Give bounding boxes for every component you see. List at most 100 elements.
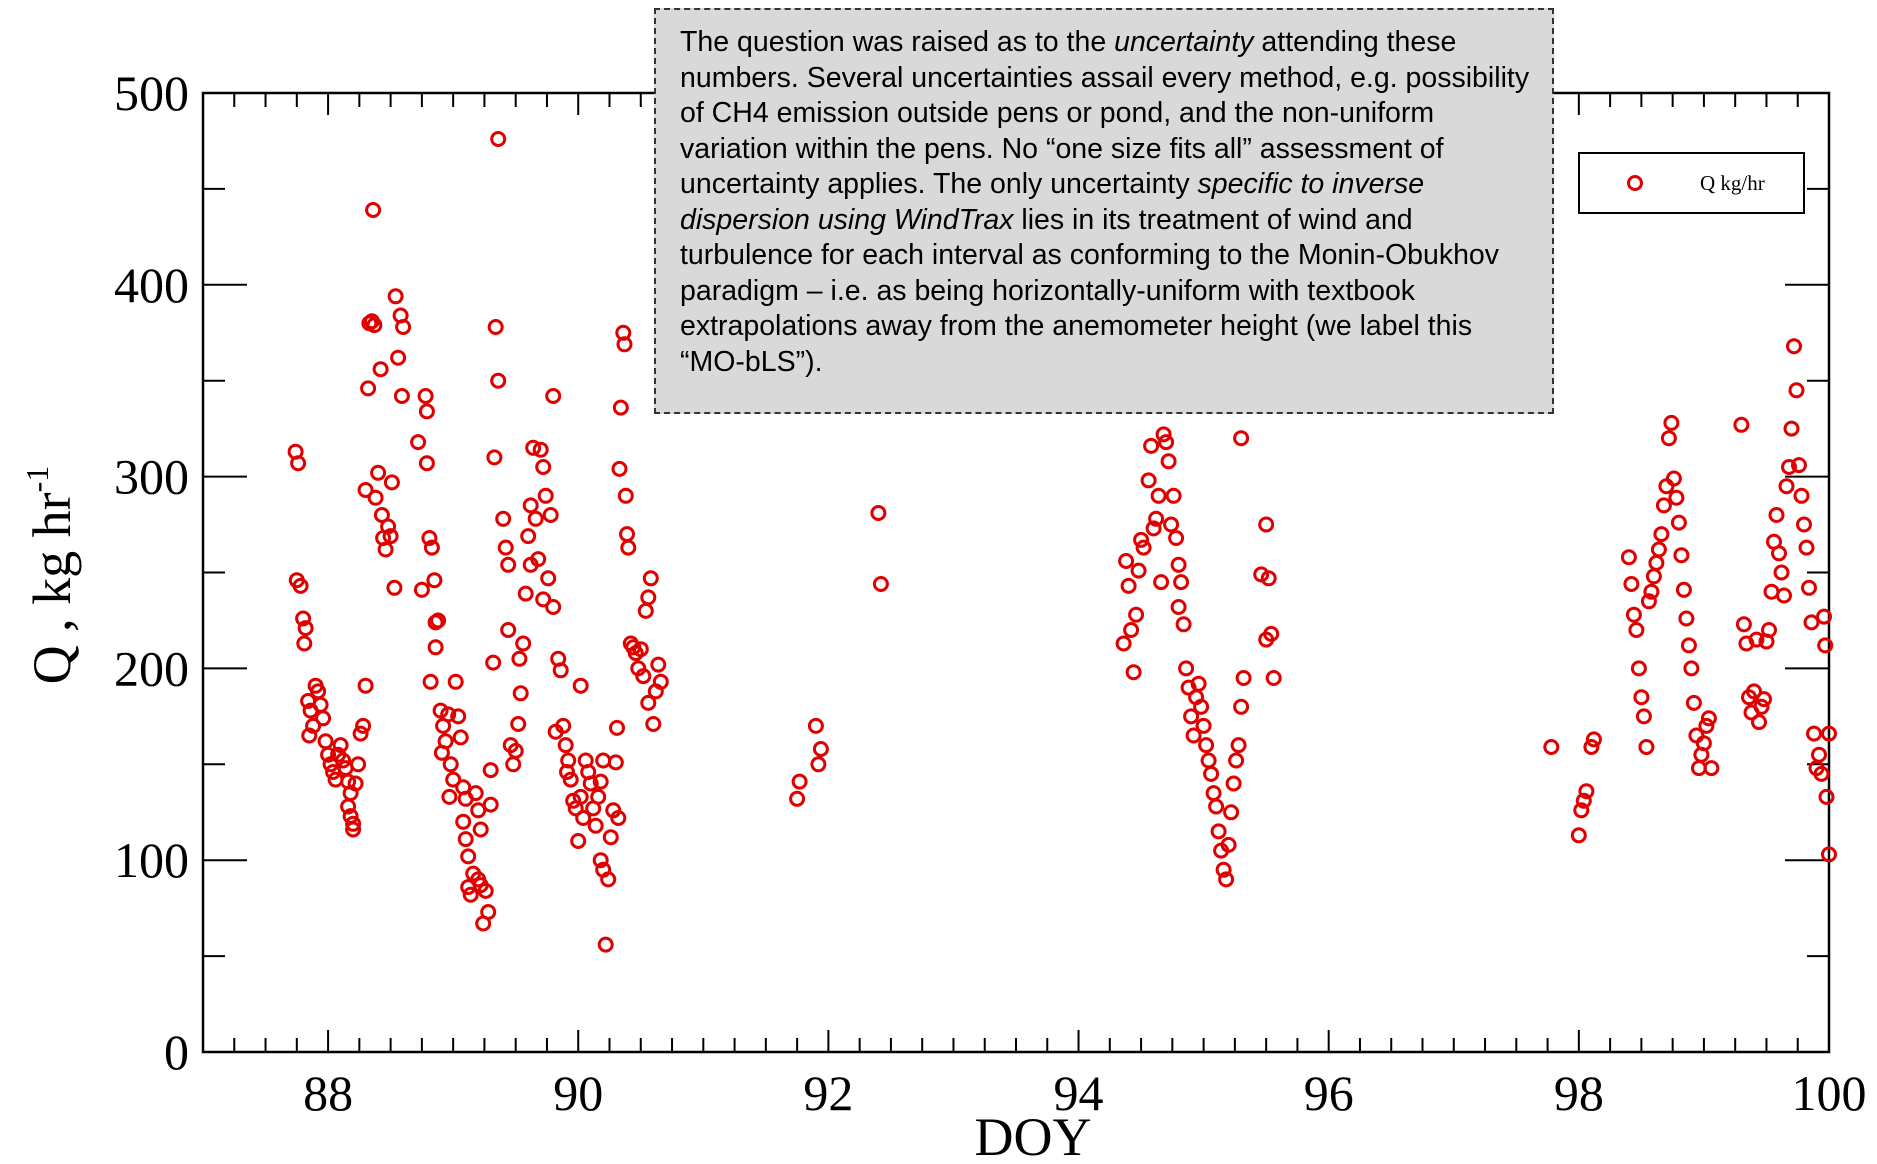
data-point (1793, 487, 1810, 504)
data-point (557, 737, 574, 754)
data-point (430, 612, 447, 629)
data-point (1778, 478, 1795, 495)
data-point (1700, 710, 1717, 727)
data-point (1133, 531, 1150, 548)
data-point (386, 579, 403, 596)
x-tick-label: 98 (1554, 1065, 1604, 1121)
data-point (520, 528, 537, 545)
data-point (510, 716, 527, 732)
uncertainty-note: The question was raised as to the uncert… (654, 8, 1554, 414)
data-point (1220, 836, 1237, 853)
data-point (1698, 717, 1715, 734)
data-point (1783, 420, 1800, 437)
data-point (652, 673, 669, 690)
data-point (1668, 489, 1685, 506)
data-point (1735, 616, 1752, 633)
data-point (570, 833, 587, 849)
data-point (530, 551, 547, 568)
data-point (572, 788, 589, 805)
y-tick-label: 0 (164, 1024, 189, 1080)
data-point (587, 817, 604, 834)
data-point (517, 585, 534, 602)
data-point (552, 662, 569, 679)
data-point (427, 639, 444, 656)
data-point (1628, 622, 1645, 638)
data-point (592, 852, 609, 869)
y-tick-label: 100 (114, 832, 189, 888)
legend-label: Q kg/hr (1700, 171, 1765, 195)
data-point (582, 775, 599, 792)
data-point (1788, 382, 1805, 399)
data-point (612, 399, 629, 416)
data-point (1640, 593, 1657, 610)
x-tick-label: 88 (303, 1065, 353, 1121)
data-point (1733, 416, 1750, 433)
data-point (423, 539, 440, 556)
data-point (437, 733, 454, 750)
data-point (1173, 574, 1190, 591)
data-point (1258, 516, 1275, 533)
data-point (460, 848, 477, 865)
note-text-3: attending these numbers. Several uncerta… (680, 26, 1530, 200)
data-point (575, 810, 592, 826)
data-point (1123, 622, 1140, 638)
data-point (382, 528, 399, 545)
data-point (390, 349, 407, 366)
data-point (1673, 547, 1690, 564)
data-point (1165, 487, 1182, 504)
data-point (1680, 637, 1697, 654)
data-point (457, 831, 474, 848)
data-point (791, 773, 808, 790)
data-point (527, 510, 544, 527)
x-axis-title: DOY (975, 1107, 1092, 1164)
data-point (1633, 689, 1650, 706)
x-tick-label: 92 (803, 1065, 853, 1121)
data-point (490, 372, 507, 389)
data-point (393, 388, 410, 404)
data-point (332, 737, 349, 754)
data-point (410, 434, 427, 451)
data-point (470, 802, 487, 819)
data-point (357, 482, 374, 498)
legend-marker (1627, 175, 1643, 191)
data-point (540, 570, 557, 587)
data-point (1230, 737, 1247, 754)
y-tick-label: 200 (114, 640, 189, 696)
y-axis-title-main: Q , kg hr (22, 492, 82, 684)
data-point (292, 577, 309, 594)
data-point (462, 886, 479, 903)
data-point (616, 336, 633, 353)
note-text-5: lies in its treatment of wind and turbul… (680, 203, 1500, 378)
data-point (421, 530, 438, 546)
data-point (1205, 785, 1222, 802)
y-tick-label: 300 (114, 449, 189, 505)
data-point (372, 361, 389, 378)
data-point (1756, 691, 1772, 708)
data-point (1235, 670, 1252, 686)
data-point (1753, 698, 1770, 715)
data-point (1148, 510, 1165, 527)
data-point (632, 641, 649, 658)
data-point (497, 539, 514, 556)
data-point (562, 771, 579, 788)
y-axis-title-exponent: -1 (19, 466, 55, 493)
data-point (1821, 846, 1837, 863)
data-point (377, 541, 394, 558)
data-point (500, 622, 517, 638)
data-point (1658, 478, 1675, 495)
data-point (1798, 539, 1815, 556)
data-point (1175, 616, 1192, 633)
data-point (1695, 735, 1712, 752)
data-point (366, 317, 383, 334)
data-point (555, 717, 572, 734)
data-point (522, 497, 539, 514)
data-point (1635, 708, 1652, 725)
data-point (450, 708, 467, 725)
data-point (1228, 752, 1245, 769)
data-point (360, 380, 377, 397)
note-text-1: The question was raised as to the (680, 26, 1115, 58)
data-point (1143, 437, 1160, 454)
data-point (600, 871, 617, 888)
data-point (441, 788, 458, 805)
data-point (1210, 823, 1227, 840)
